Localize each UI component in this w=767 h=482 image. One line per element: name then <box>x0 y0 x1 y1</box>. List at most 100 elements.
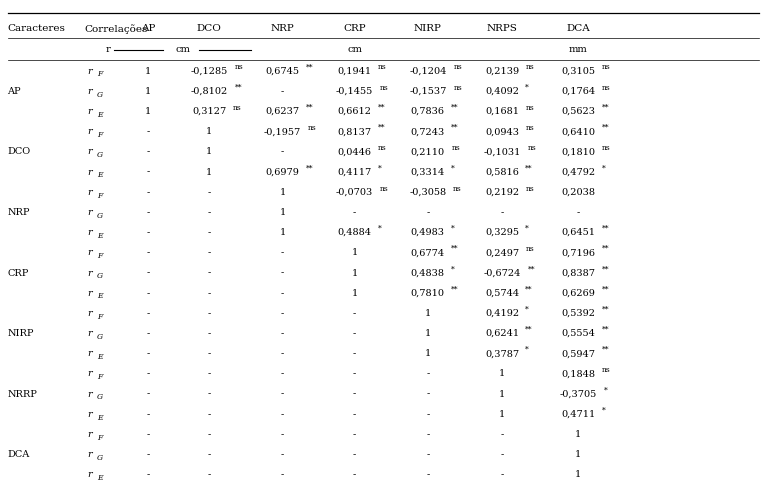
Text: 0,2110: 0,2110 <box>411 147 445 156</box>
Text: -: - <box>208 268 211 278</box>
Text: 0,4983: 0,4983 <box>411 228 445 237</box>
Text: -: - <box>146 329 150 338</box>
Text: ns: ns <box>453 64 463 71</box>
Text: r: r <box>87 329 92 338</box>
Text: G: G <box>97 272 103 281</box>
Text: r: r <box>87 127 92 136</box>
Text: 0,7196: 0,7196 <box>561 248 595 257</box>
Text: -: - <box>208 208 211 217</box>
Text: *: * <box>525 225 529 233</box>
Text: -: - <box>281 309 285 318</box>
Text: DCA: DCA <box>8 450 30 459</box>
Text: -: - <box>146 430 150 439</box>
Text: ns: ns <box>525 245 534 253</box>
Text: r: r <box>106 45 110 54</box>
Text: 0,6979: 0,6979 <box>265 168 300 176</box>
Text: E: E <box>97 414 103 422</box>
Text: **: ** <box>451 124 459 132</box>
Text: 0,4117: 0,4117 <box>337 168 371 176</box>
Text: -: - <box>208 228 211 237</box>
Text: -: - <box>208 410 211 419</box>
Text: AP: AP <box>8 87 21 96</box>
Text: ns: ns <box>378 64 387 71</box>
Text: 1: 1 <box>351 289 357 298</box>
Text: -: - <box>353 450 356 459</box>
Text: -: - <box>146 228 150 237</box>
Text: -: - <box>208 430 211 439</box>
Text: 0,1764: 0,1764 <box>561 87 595 96</box>
Text: F: F <box>97 252 102 260</box>
Text: -: - <box>208 188 211 197</box>
Text: **: ** <box>602 104 609 112</box>
Text: ns: ns <box>380 83 389 92</box>
Text: -0,8102: -0,8102 <box>191 87 228 96</box>
Text: cm: cm <box>175 45 190 54</box>
Text: **: ** <box>602 245 609 253</box>
Text: 0,6612: 0,6612 <box>337 107 371 116</box>
Text: 1: 1 <box>351 268 357 278</box>
Text: -: - <box>208 248 211 257</box>
Text: E: E <box>97 474 103 482</box>
Text: ns: ns <box>308 124 317 132</box>
Text: 0,8137: 0,8137 <box>337 127 371 136</box>
Text: cm: cm <box>347 45 362 54</box>
Text: -: - <box>500 470 504 480</box>
Text: 1: 1 <box>145 67 151 76</box>
Text: 0,3787: 0,3787 <box>485 349 519 358</box>
Text: ns: ns <box>378 144 387 152</box>
Text: E: E <box>97 232 103 240</box>
Text: -: - <box>208 470 211 480</box>
Text: ns: ns <box>525 124 534 132</box>
Text: NRP: NRP <box>271 25 295 33</box>
Text: *: * <box>378 225 382 233</box>
Text: 0,6269: 0,6269 <box>561 289 595 298</box>
Text: -: - <box>500 208 504 217</box>
Text: G: G <box>97 393 103 402</box>
Text: 1: 1 <box>425 329 431 338</box>
Text: NIRP: NIRP <box>8 329 34 338</box>
Text: -: - <box>353 410 356 419</box>
Text: -: - <box>426 389 430 399</box>
Text: NIRP: NIRP <box>414 25 442 33</box>
Text: -: - <box>281 430 285 439</box>
Text: **: ** <box>378 104 385 112</box>
Text: 0,6410: 0,6410 <box>561 127 595 136</box>
Text: -: - <box>281 389 285 399</box>
Text: 0,1848: 0,1848 <box>561 369 595 378</box>
Text: -0,0703: -0,0703 <box>336 188 373 197</box>
Text: -0,1455: -0,1455 <box>336 87 373 96</box>
Text: -: - <box>146 410 150 419</box>
Text: CRP: CRP <box>343 25 366 33</box>
Text: r: r <box>87 87 92 96</box>
Text: F: F <box>97 434 102 442</box>
Text: 1: 1 <box>206 127 212 136</box>
Text: 1: 1 <box>279 208 286 217</box>
Text: **: ** <box>306 164 314 173</box>
Text: E: E <box>97 111 103 119</box>
Text: 0,7243: 0,7243 <box>410 127 445 136</box>
Text: -: - <box>426 410 430 419</box>
Text: 1: 1 <box>575 450 581 459</box>
Text: E: E <box>97 293 103 300</box>
Text: -: - <box>281 289 285 298</box>
Text: ns: ns <box>525 104 534 112</box>
Text: 0,3127: 0,3127 <box>192 107 226 116</box>
Text: -: - <box>146 208 150 217</box>
Text: 1: 1 <box>279 188 286 197</box>
Text: 0,5816: 0,5816 <box>485 168 519 176</box>
Text: -: - <box>353 349 356 358</box>
Text: 0,2139: 0,2139 <box>485 67 519 76</box>
Text: NRPS: NRPS <box>486 25 518 33</box>
Text: *: * <box>451 164 455 173</box>
Text: ns: ns <box>602 366 611 374</box>
Text: G: G <box>97 454 103 462</box>
Text: 0,1681: 0,1681 <box>485 107 519 116</box>
Text: CRP: CRP <box>8 268 29 278</box>
Text: -0,1537: -0,1537 <box>409 87 446 96</box>
Text: -: - <box>353 369 356 378</box>
Text: -: - <box>500 450 504 459</box>
Text: -0,3058: -0,3058 <box>410 188 446 197</box>
Text: G: G <box>97 333 103 341</box>
Text: r: r <box>87 67 92 76</box>
Text: -: - <box>146 289 150 298</box>
